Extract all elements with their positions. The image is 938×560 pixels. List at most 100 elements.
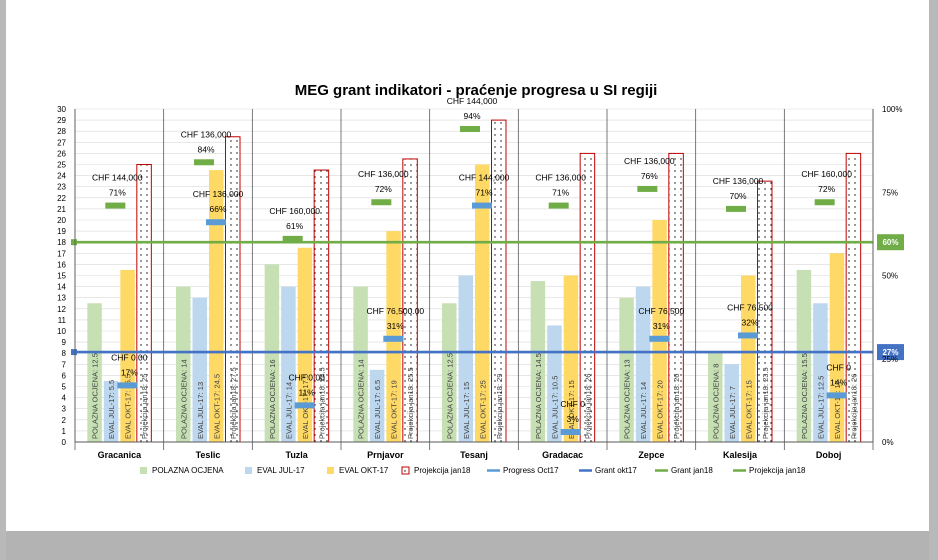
y-tick-label: 0 [62,438,67,447]
grant-label: CHF 136,000 [535,173,586,183]
bar-label: EVAL JUL-17: 14 [639,382,648,439]
bar [442,303,457,442]
reference-line-end [71,239,77,246]
percent-label: 70% [729,191,746,201]
percent-label: 72% [375,184,392,194]
grant-label: CHF 144,000 [92,173,143,183]
grant-label: CHF 76,500 [727,302,773,312]
y-tick-label: 9 [62,338,67,347]
bar-label: EVAL OKT-17: 19 [390,380,399,439]
bar-label: EVAL JUL-17: 10.5 [550,376,559,439]
grid-layer [74,108,874,450]
bar-label: EVAL OKT-17: 15.5 [124,374,133,439]
progress-marker [282,235,303,242]
y-tick-label: 11 [58,316,67,325]
legend-label: Projekcija jan18 [414,466,471,475]
bar-label: POLAZNA OCJENA: 12.5 [91,353,100,439]
bar [87,303,102,442]
bar-label: EVAL JUL-17: 13 [196,382,205,439]
bar-label: EVAL OKT-17: 20 [656,380,665,439]
percent-label: 71% [475,188,492,198]
category-label: Prnjavor [367,450,404,460]
category-label: Gradacac [542,450,583,460]
bar-label: EVAL OKT-17: 17 [833,380,842,439]
bar-label: Projekcija jan18: 27.5 [229,367,238,439]
progress-marker [194,159,214,166]
y-right-tick-label: 100% [882,105,902,114]
y-tick-label: 19 [57,227,66,236]
window-right-edge [929,0,938,560]
bar-label: POLAZNA OCJENA: 12.5 [445,353,454,439]
progress-marker [294,402,315,409]
percent-label: 71% [109,188,126,198]
bar [120,269,135,442]
progress-marker [649,335,670,342]
bar-label: EVAL JUL-17: 15 [462,382,471,439]
legend-label: POLAZNA OCJENA [152,466,224,475]
bar-label: EVAL OKT-17: 25 [478,380,487,439]
bar [369,369,385,442]
category-label: Teslic [196,450,221,460]
y-tick-label: 15 [57,272,66,281]
legend-label: EVAL OKT-17 [339,466,389,475]
y-tick-label: 29 [57,116,66,125]
bar-label: Projekcija jan18: 26 [849,374,858,439]
y-tick-label: 17 [57,249,66,258]
progress-marker [383,335,404,342]
percent-label: 72% [818,184,835,194]
progress-marker [105,202,126,209]
grant-label: CHF 0 [826,362,851,372]
grant-label: CHF 144,000 [447,96,498,106]
bar [619,297,634,442]
percent-label: 76% [641,171,658,181]
bar [708,353,723,442]
progress-marker [371,199,392,206]
y-tick-label: 22 [57,194,66,203]
bars-layer: POLAZNA OCJENA: 12.5 POLAZNA OCJENA: 14 PO… [87,119,862,443]
legend-label: Grant okt17 [595,466,637,475]
percent-label: 71% [552,188,569,198]
grant-label: CHF 160,000 [801,169,852,179]
grant-label: CHF 0 [560,399,585,409]
percent-label: 3% [567,414,580,424]
legend-swatch [327,467,334,474]
legend-swatch [140,467,147,474]
legend-layer: POLAZNA OCJENA EVAL JUL-17 EVAL OKT-17 Proj… [140,466,806,475]
reference-line-label: 27% [882,348,898,357]
axes-layer: 0123456789101112131415161718192021222324… [57,105,902,460]
category-label: Tesanj [460,450,488,460]
grant-label: CHF 136,000 [358,169,409,179]
bar-label: POLAZNA OCJENA: 16 [268,359,277,439]
y-tick-label: 7 [62,360,67,369]
progress-marker [206,219,226,226]
y-tick-label: 13 [57,294,66,303]
reference-line-badge [877,344,904,361]
percent-label: 66% [209,204,226,214]
y-tick-label: 14 [57,283,66,292]
grant-label: CHF 136,000 [193,189,244,199]
bar [813,303,828,442]
y-tick-label: 27 [57,138,66,147]
bar [724,364,739,442]
reference-line-badge [877,234,904,251]
bar-label: Projekcija jan18: 26 [672,374,681,439]
y-right-tick-label: 75% [882,188,898,197]
bar-label: EVAL OKT-17: 24.5 [212,374,221,439]
y-tick-label: 21 [57,205,66,214]
y-right-tick-label: 0% [882,438,894,447]
percent-label: 32% [741,317,758,327]
bar-label: POLAZNA OCJENA: 8 [711,364,720,439]
y-tick-label: 23 [57,183,66,192]
bar-label: EVAL JUL-17: 12.5 [816,376,825,439]
y-tick-label: 16 [57,260,66,269]
category-label: Doboj [816,450,842,460]
bar [547,325,562,442]
bar-label: EVAL OKT-17: 15 [744,380,753,439]
bar-label: EVAL JUL-17: 14 [284,382,293,439]
y-right-tick-label: 50% [882,272,898,281]
window-bottom-edge [6,531,929,560]
bar [458,275,473,442]
grant-label: CHF 76,500.00 [367,306,425,316]
y-tick-label: 28 [57,127,66,136]
y-tick-label: 26 [57,149,66,158]
